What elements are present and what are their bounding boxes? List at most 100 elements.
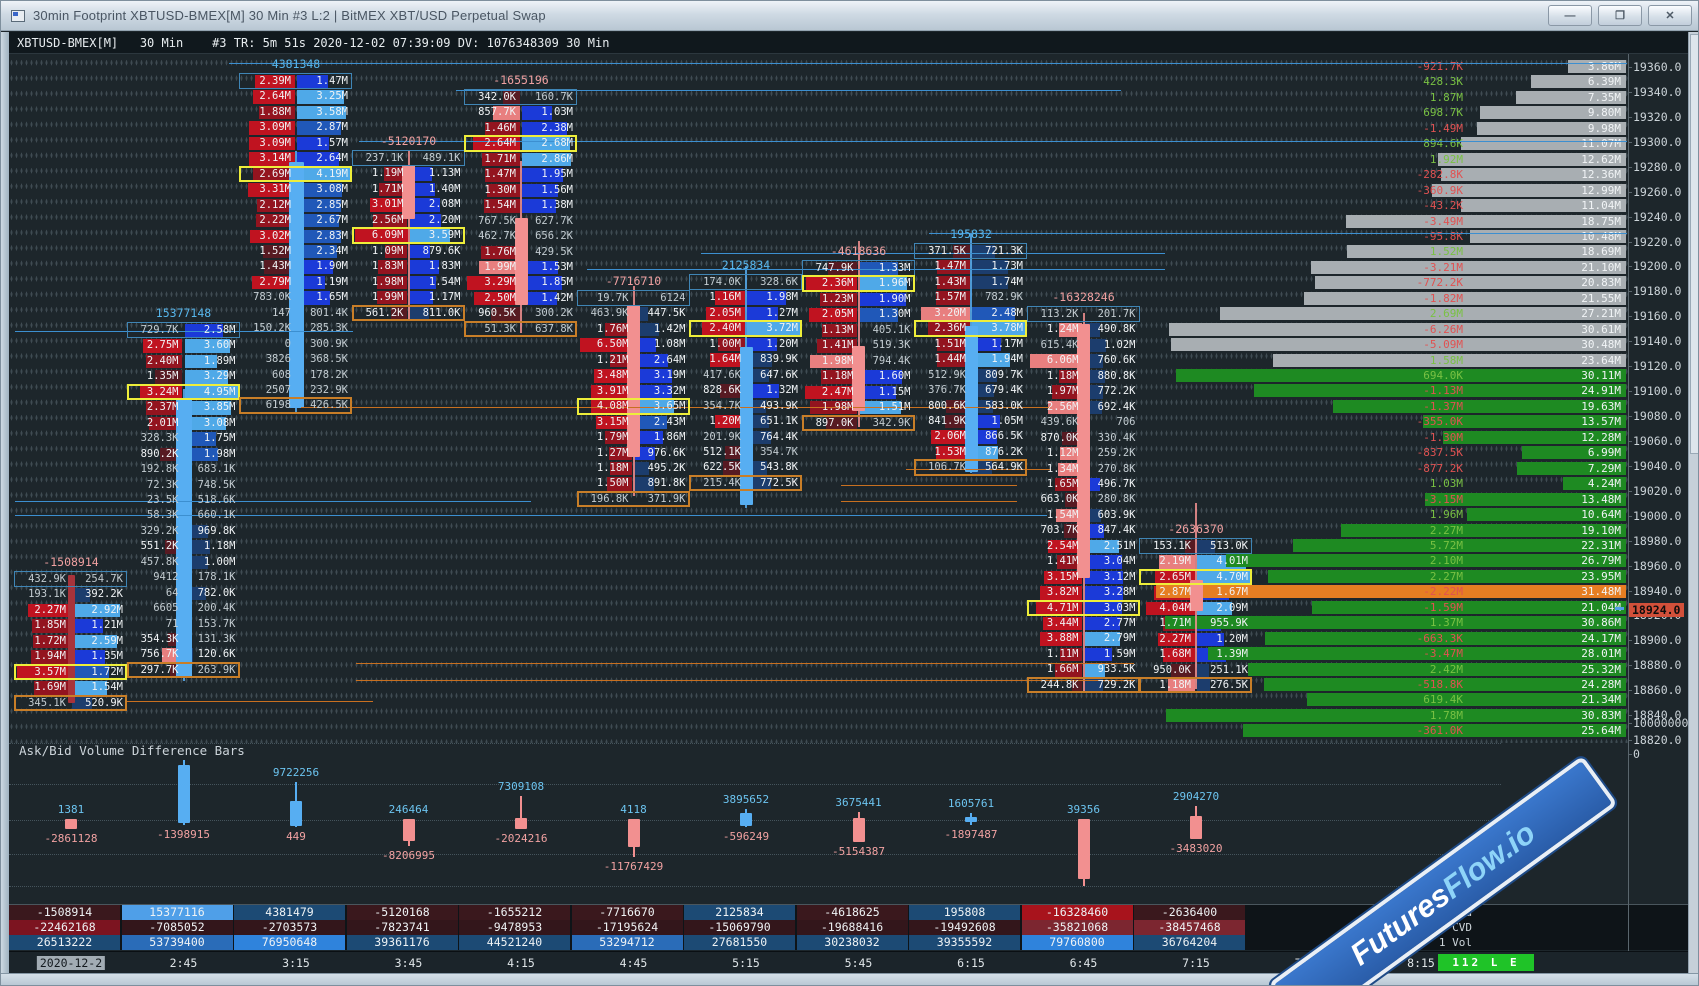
bid-volume-value: 1.00M — [709, 337, 741, 350]
profile-volume-bar — [1340, 523, 1626, 537]
ask-volume-bar — [1197, 570, 1250, 585]
ask-volume-value: 847.4K — [1097, 524, 1136, 537]
minimize-button[interactable]: — — [1548, 5, 1592, 26]
profile-volume-value: 24.28M — [1581, 678, 1621, 691]
profile-volume-bar — [1479, 106, 1626, 120]
ask-volume-bar — [409, 198, 441, 212]
ask-volume-value: 1.72M — [91, 665, 123, 678]
ask-volume-bar — [409, 167, 433, 181]
profile-volume-value: 9.80M — [1587, 106, 1621, 120]
bid-volume-value: 3826 — [265, 353, 291, 366]
profile-volume-bar — [1516, 90, 1626, 104]
bid-volume-value: 150.2K — [253, 322, 291, 335]
ask-volume-bar — [634, 384, 673, 399]
bid-volume-value: 3.44M — [1046, 617, 1079, 629]
ask-volume-value: 513.0K — [1210, 540, 1248, 552]
bid-volume-value: 3.88M — [1046, 632, 1079, 645]
time-tick: 5:15 — [732, 956, 760, 970]
ask-volume-value: 1.39M — [1216, 648, 1248, 661]
column-delta-header: -16328246 — [1052, 290, 1115, 304]
summary-cell-cum: -2703573 — [234, 920, 345, 935]
bid-volume-value: 2.64M — [259, 90, 291, 103]
ask-volume-value: 259.2K — [1097, 447, 1136, 460]
bid-volume-value: 64 — [165, 586, 179, 599]
ask-volume-bar — [184, 447, 219, 462]
ask-volume-value: 1.20M — [766, 337, 798, 350]
bid-volume-bar — [484, 168, 520, 182]
ask-volume-value: 1.53M — [541, 260, 573, 273]
profile-volume-value: 22.31M — [1581, 538, 1621, 552]
profile-delta-value: -1.59M — [1423, 600, 1463, 614]
ask-volume-bar — [634, 353, 669, 368]
bid-volume-value: 1.97M — [1046, 385, 1079, 398]
bid-volume-value: 147 — [272, 306, 291, 319]
diff-bar-high-value: 246464 — [388, 803, 429, 816]
diff-bar-high-value: 2904270 — [1172, 790, 1220, 803]
bid-volume-bar — [145, 401, 183, 415]
time-tick: 6:45 — [1069, 956, 1098, 970]
profile-delta-value: -877.2K — [1416, 461, 1463, 475]
window-frame-bottom — [1, 973, 1698, 985]
time-axis[interactable]: 2020-12-2 2:45 3:15 3:45 4:15 4:45 5:15 5:45 6:1… — [9, 951, 1688, 973]
ask-volume-value: 656.2K — [535, 230, 573, 243]
ask-volume-bar — [972, 445, 998, 460]
ask-volume-value: 1.75M — [203, 432, 236, 445]
ask-volume-bar — [972, 368, 997, 383]
price-axis-label: 19020.0 — [1627, 483, 1682, 498]
profile-row: 1.58M 23.64M — [1156, 353, 1626, 368]
bid-volume-bar — [481, 245, 520, 259]
ask-volume-bar — [972, 306, 1015, 321]
profile-volume-value: 12.36M — [1581, 168, 1621, 182]
vertical-scrollbar[interactable] — [1688, 32, 1698, 973]
ask-volume-bar — [1084, 601, 1122, 615]
bid-volume-value: 800.6K — [928, 399, 966, 412]
bid-volume-value: 354.7K — [703, 399, 741, 412]
profile-volume-value: 12.99M — [1581, 183, 1621, 197]
ask-volume-value: 368.5K — [310, 353, 348, 366]
bid-volume-bar — [379, 182, 408, 197]
bid-volume-value: 1.65M — [1046, 477, 1079, 490]
price-axis-label: 18900.0 — [1627, 633, 1682, 648]
bid-volume-bar — [821, 323, 858, 338]
bid-volume-bar — [148, 416, 183, 431]
column-delta-header: 4381348 — [271, 57, 321, 71]
time-tick: 2:45 — [169, 956, 198, 970]
ask-volume-value: 1.35M — [91, 650, 123, 663]
close-button[interactable]: ✕ — [1648, 5, 1692, 26]
ask-volume-value: 866.5K — [985, 430, 1023, 443]
ask-volume-value: 371.9K — [647, 492, 686, 505]
ask-volume-value: 1.32M — [766, 384, 798, 397]
summary-cell-delta: 4381479 — [234, 905, 345, 920]
bid-volume-bar — [609, 353, 633, 368]
ask-volume-value: 1.54M — [91, 681, 123, 694]
price-axis-label: 19360.0 — [1627, 60, 1682, 74]
bid-volume-value: 1.72M — [34, 634, 66, 647]
ask-volume-bar — [522, 291, 557, 306]
title-bar[interactable]: 30min Footprint XBTUSD-BMEX[M] 30 Min #3… — [1, 1, 1698, 31]
ask-volume-value: 1.20M — [1216, 632, 1248, 645]
profile-volume-bar — [1346, 214, 1626, 228]
ask-volume-value: 1.40M — [428, 182, 461, 195]
bid-volume-value: 58.3K — [146, 509, 179, 522]
ask-volume-value: 933.5K — [1097, 663, 1136, 676]
bid-volume-value: 1.71M — [371, 182, 404, 195]
time-tick: 5:45 — [844, 956, 873, 970]
scrollbar-thumb[interactable] — [1690, 34, 1698, 454]
ask-volume-bar — [72, 696, 93, 711]
bid-volume-value: 71 — [165, 617, 179, 630]
summary-cell-delta: -1655212 — [459, 905, 570, 920]
diff-bar-body — [965, 817, 977, 822]
ask-volume-value: 760.6K — [1097, 354, 1136, 367]
restore-button[interactable]: ❐ — [1598, 5, 1642, 26]
bid-volume-bar — [1040, 632, 1083, 646]
bid-volume-bar — [492, 106, 520, 120]
bid-volume-bar — [1059, 369, 1083, 384]
bid-volume-bar — [591, 384, 633, 399]
summary-cell-delta: -5120168 — [346, 905, 458, 920]
ask-volume-bar — [747, 291, 786, 305]
ask-volume-value: 200.4K — [197, 602, 236, 615]
profile-volume-value: 7.29M — [1587, 461, 1621, 475]
bid-volume-value: 244.8K — [1040, 678, 1079, 691]
diff-bar-body — [290, 801, 302, 826]
summary-cell-vol: 39355592 — [909, 935, 1020, 950]
